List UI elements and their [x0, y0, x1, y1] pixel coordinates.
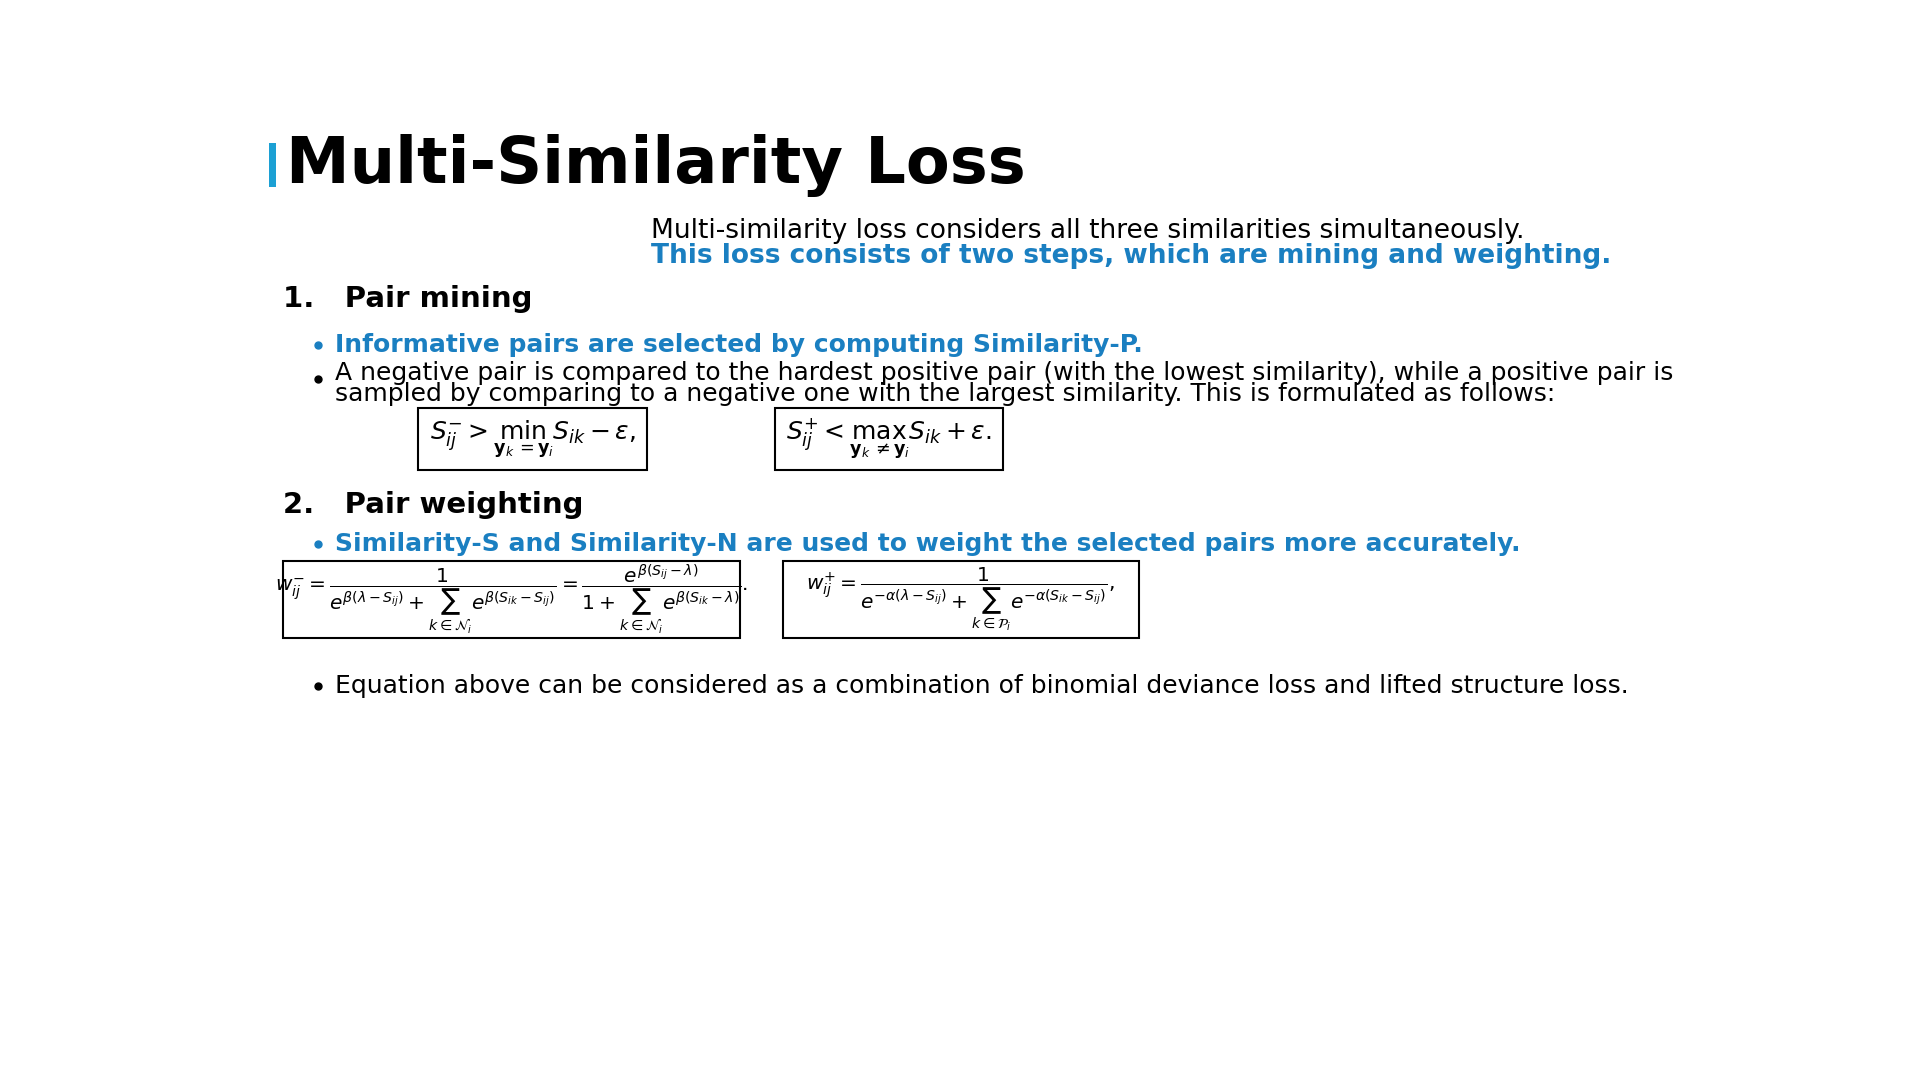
Text: This loss consists of two steps, which are mining and weighting.: This loss consists of two steps, which a… — [651, 243, 1611, 269]
FancyBboxPatch shape — [783, 561, 1139, 638]
Text: Similarity-S and Similarity-N are used to weight the selected pairs more accurat: Similarity-S and Similarity-N are used t… — [334, 531, 1521, 556]
Text: Multi-Similarity Loss: Multi-Similarity Loss — [286, 134, 1027, 197]
Text: 2.   Pair weighting: 2. Pair weighting — [282, 491, 584, 519]
Text: sampled by comparing to a negative one with the largest similarity. This is form: sampled by comparing to a negative one w… — [334, 382, 1555, 406]
Text: $S_{ij}^{-} > \min_{\mathbf{y}_k=\mathbf{y}_i} S_{ik} - \epsilon,$: $S_{ij}^{-} > \min_{\mathbf{y}_k=\mathbf… — [430, 418, 636, 460]
FancyBboxPatch shape — [269, 143, 276, 187]
Text: Informative pairs are selected by computing Similarity-P.: Informative pairs are selected by comput… — [334, 334, 1142, 357]
FancyBboxPatch shape — [282, 561, 739, 638]
Text: $w_{ij}^{+} = \dfrac{1}{e^{-\alpha(\lambda - S_{ij})} + \sum_{k \in \mathcal{P}_: $w_{ij}^{+} = \dfrac{1}{e^{-\alpha(\lamb… — [806, 565, 1116, 633]
Text: $S_{ij}^{+} < \max_{\mathbf{y}_k \neq \mathbf{y}_i} S_{ik} + \epsilon.$: $S_{ij}^{+} < \max_{\mathbf{y}_k \neq \m… — [787, 417, 993, 461]
Text: A negative pair is compared to the hardest positive pair (with the lowest simila: A negative pair is compared to the harde… — [334, 361, 1672, 384]
Text: 1.   Pair mining: 1. Pair mining — [282, 285, 532, 313]
FancyBboxPatch shape — [419, 408, 647, 470]
Text: Equation above can be considered as a combination of binomial deviance loss and : Equation above can be considered as a co… — [334, 674, 1628, 698]
FancyBboxPatch shape — [776, 408, 1004, 470]
Text: $w_{ij}^{-} = \dfrac{1}{e^{\beta(\lambda - S_{ij})} + \sum_{k \in \mathcal{N}_i}: $w_{ij}^{-} = \dfrac{1}{e^{\beta(\lambda… — [275, 563, 747, 636]
Text: Multi-similarity loss considers all three similarities simultaneously.: Multi-similarity loss considers all thre… — [651, 218, 1524, 244]
